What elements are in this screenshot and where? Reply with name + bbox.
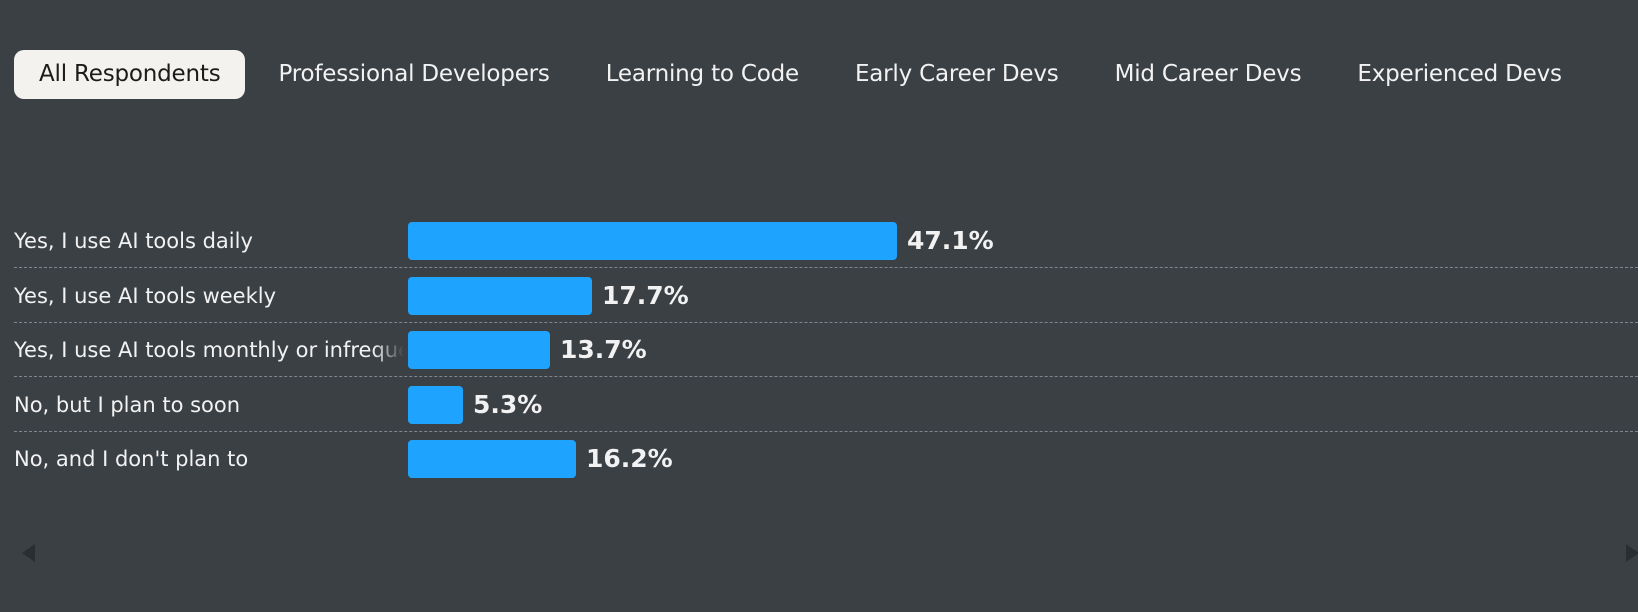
bar <box>408 331 550 369</box>
bar-category-label: No, and I don't plan to <box>14 447 249 471</box>
row-divider <box>14 322 1638 323</box>
respondent-tabs: All Respondents Professional Developers … <box>14 50 1593 99</box>
bar-category-label: Yes, I use AI tools daily <box>14 229 253 253</box>
bar <box>408 386 463 424</box>
bar <box>408 222 897 260</box>
bar-value-label: 17.7% <box>602 281 689 310</box>
bar-value-label: 16.2% <box>586 444 673 473</box>
row-divider <box>14 431 1638 432</box>
bar-category-label: Yes, I use AI tools weekly <box>14 284 277 308</box>
bar-row: Yes, I use AI tools daily 47.1% <box>14 222 1638 279</box>
row-divider <box>14 376 1638 377</box>
bar-row: No, and I don't plan to 16.2% <box>14 440 1638 497</box>
scroll-right-icon[interactable] <box>1626 544 1638 562</box>
row-divider <box>14 267 1638 268</box>
tab-mid-career-devs[interactable]: Mid Career Devs <box>1114 61 1302 87</box>
ai-usage-bar-chart: Yes, I use AI tools daily 47.1% Yes, I use… <box>0 222 1638 512</box>
tab-experienced-devs[interactable]: Experienced Devs <box>1357 61 1562 87</box>
bar <box>408 440 576 478</box>
tab-early-career-devs[interactable]: Early Career Devs <box>854 61 1059 87</box>
bar-row: Yes, I use AI tools weekly 17.7% <box>14 277 1638 334</box>
bar <box>408 277 592 315</box>
bar-value-label: 47.1% <box>907 226 994 255</box>
scroll-left-icon[interactable] <box>22 544 35 562</box>
tab-all-respondents[interactable]: All Respondents <box>14 50 246 99</box>
bar-value-label: 5.3% <box>473 390 543 419</box>
tab-learning-to-code[interactable]: Learning to Code <box>605 61 799 87</box>
bar-value-label: 13.7% <box>560 335 647 364</box>
tab-professional-developers[interactable]: Professional Developers <box>278 61 550 87</box>
bar-category-label: Yes, I use AI tools monthly or infrequen… <box>14 338 404 362</box>
bar-row: No, but I plan to soon 5.3% <box>14 386 1638 443</box>
bar-category-label: No, but I plan to soon <box>14 393 241 417</box>
bar-row: Yes, I use AI tools monthly or infrequen… <box>14 331 1638 388</box>
